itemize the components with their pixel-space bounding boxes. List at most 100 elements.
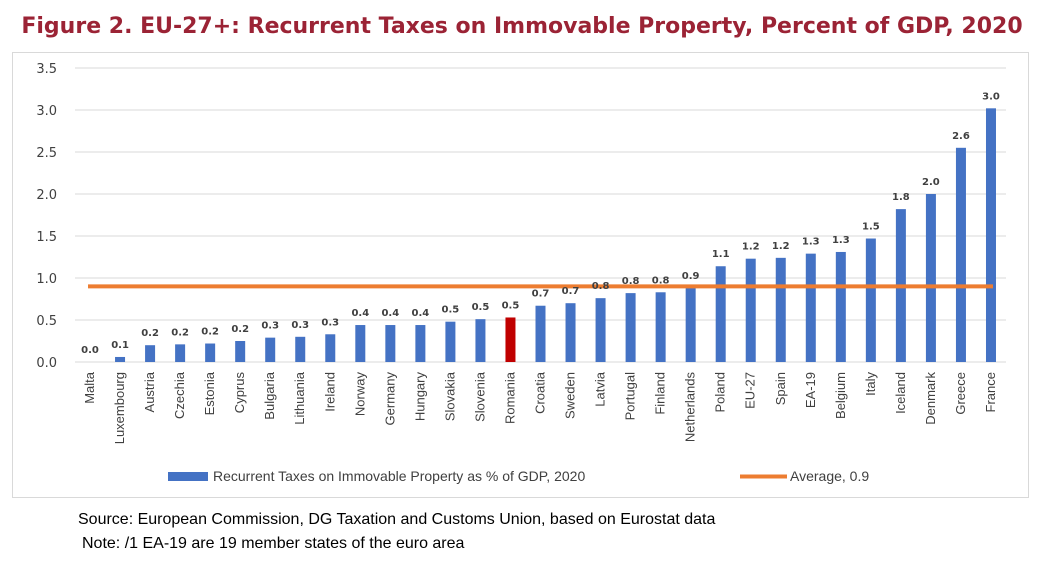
data-label: 0.3 xyxy=(291,320,309,331)
data-label: 0.0 xyxy=(81,345,99,356)
bars xyxy=(115,108,996,362)
bar xyxy=(745,258,756,362)
data-label: 0.2 xyxy=(201,327,219,338)
x-tick-label: Estonia xyxy=(202,371,217,415)
x-tick-label: EU-27 xyxy=(743,372,758,409)
bar xyxy=(655,292,666,362)
bar xyxy=(985,108,996,362)
data-label: 1.1 xyxy=(712,249,730,260)
x-tick-label: Poland xyxy=(713,372,728,412)
x-tick-label: Ireland xyxy=(322,372,337,412)
x-tick-label: Slovenia xyxy=(472,371,487,422)
legend-swatch-bar xyxy=(168,472,208,481)
y-tick-label: 1.0 xyxy=(36,272,57,287)
data-label: 0.5 xyxy=(472,302,490,313)
data-label: 0.7 xyxy=(532,289,550,300)
data-label: 0.5 xyxy=(502,300,520,311)
bar xyxy=(475,319,486,362)
x-tick-label: Portugal xyxy=(623,372,638,421)
data-label: 2.0 xyxy=(922,177,940,188)
data-label: 0.8 xyxy=(652,275,670,286)
x-tick-label: Netherlands xyxy=(683,372,698,443)
bar xyxy=(445,321,456,362)
x-tick-label: Germany xyxy=(382,372,397,426)
data-label: 0.4 xyxy=(381,308,399,319)
data-label: 0.4 xyxy=(412,308,430,319)
data-label: 1.5 xyxy=(862,222,880,233)
data-label: 0.2 xyxy=(231,324,249,335)
legend-label-bar: Recurrent Taxes on Immovable Property as… xyxy=(213,468,585,484)
x-tick-label: Austria xyxy=(142,371,157,412)
y-tick-label: 3.5 xyxy=(36,62,57,77)
data-label: 0.3 xyxy=(261,321,279,332)
bar xyxy=(145,345,156,362)
bar xyxy=(265,337,276,362)
y-axis-ticks: 0.0 0.5 1.0 1.5 2.0 2.5 3.0 3.5 xyxy=(36,62,57,371)
x-tick-label: France xyxy=(983,372,998,412)
chart-title: Figure 2. EU-27+: Recurrent Taxes on Imm… xyxy=(21,14,1023,39)
data-label: 0.8 xyxy=(592,281,610,292)
y-tick-label: 2.0 xyxy=(36,188,57,203)
bar xyxy=(925,194,936,362)
data-label: 0.2 xyxy=(171,327,189,338)
data-labels: 0.0 0.1 0.2 0.2 0.2 0.2 0.3 0.3 0.3 0.4 0.4 0.4 0.5 0… xyxy=(81,91,1000,356)
x-tick-label: Spain xyxy=(773,372,788,405)
bar xyxy=(805,253,816,362)
data-label: 0.9 xyxy=(682,271,700,282)
bar xyxy=(505,317,516,362)
bar xyxy=(685,288,696,362)
x-tick-label: EA-19 xyxy=(803,372,818,408)
bar xyxy=(415,325,426,362)
data-label: 0.2 xyxy=(141,328,159,339)
bar xyxy=(235,341,246,362)
data-label: 0.1 xyxy=(111,340,129,351)
bar xyxy=(175,344,186,362)
x-axis-ticks: Malta Luxembourg Austria Czechia Estonia Cypr… xyxy=(82,371,998,444)
data-label: 1.3 xyxy=(802,237,820,248)
legend: Recurrent Taxes on Immovable Property as… xyxy=(168,468,869,484)
bar xyxy=(775,257,786,362)
x-tick-label: Belgium xyxy=(833,372,848,419)
bar xyxy=(835,251,846,362)
bar xyxy=(595,298,606,362)
data-label: 3.0 xyxy=(982,91,1000,102)
x-tick-label: Finland xyxy=(653,372,668,415)
bar xyxy=(625,293,636,362)
gridlines xyxy=(75,67,1006,363)
bar xyxy=(355,325,366,362)
bar xyxy=(955,147,966,362)
footnote: Note: /1 EA-19 are 19 member states of t… xyxy=(82,535,465,552)
bar xyxy=(115,356,126,362)
chart-frame xyxy=(12,52,1029,498)
bar xyxy=(715,266,726,362)
x-tick-label: Italy xyxy=(863,372,878,396)
x-tick-label: Malta xyxy=(82,371,97,404)
x-tick-label: Iceland xyxy=(893,372,908,414)
x-tick-label: Greece xyxy=(953,372,968,415)
data-label: 1.3 xyxy=(832,235,850,246)
x-tick-label: Croatia xyxy=(533,371,548,414)
bar xyxy=(295,336,306,362)
bar xyxy=(205,343,216,362)
source-note: Source: European Commission, DG Taxation… xyxy=(78,511,716,528)
bar xyxy=(565,303,576,362)
x-tick-label: Cyprus xyxy=(232,372,247,414)
data-label: 1.8 xyxy=(892,192,910,203)
x-tick-label: Sweden xyxy=(563,372,578,419)
data-label: 0.4 xyxy=(351,308,369,319)
x-tick-label: Czechia xyxy=(172,371,187,419)
legend-label-average: Average, 0.9 xyxy=(790,468,869,484)
bar xyxy=(865,238,876,362)
y-tick-label: 0.5 xyxy=(36,314,57,329)
data-label: 1.2 xyxy=(772,241,790,252)
x-tick-label: Luxembourg xyxy=(112,372,127,444)
y-tick-label: 2.5 xyxy=(36,146,57,161)
x-tick-label: Denmark xyxy=(923,372,938,425)
y-tick-label: 0.0 xyxy=(36,356,57,371)
bar xyxy=(385,325,396,362)
x-tick-label: Slovakia xyxy=(442,371,457,421)
x-tick-label: Bulgaria xyxy=(262,371,277,419)
x-tick-label: Norway xyxy=(352,372,367,417)
data-label: 0.5 xyxy=(442,305,460,316)
